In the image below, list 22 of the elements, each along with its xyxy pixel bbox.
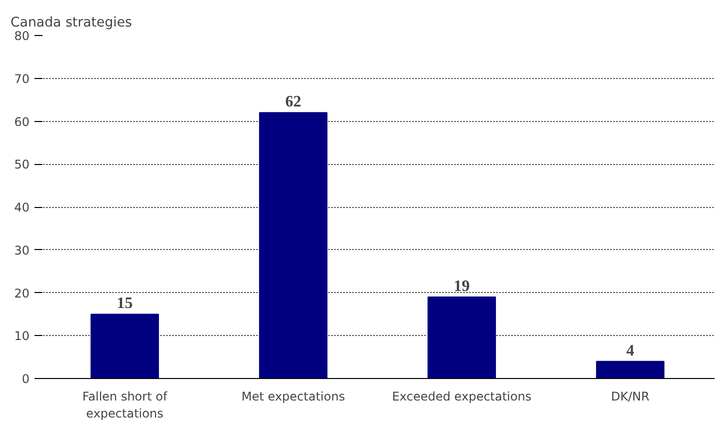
data-label: 4 [626, 342, 634, 360]
bar [596, 360, 664, 378]
chart-title: Canada strategies [10, 16, 132, 30]
data-label: 62 [285, 94, 302, 111]
y-tick-label: 10 [14, 329, 30, 344]
data-label: 15 [116, 295, 133, 312]
y-tick-label: 20 [14, 286, 30, 300]
bar [259, 112, 328, 378]
x-tick-label: DK/NR [611, 390, 650, 404]
y-tick-label: 50 [14, 158, 30, 172]
y-tick-label: 80 [14, 29, 30, 43]
y-tick-label: 40 [14, 200, 30, 214]
bar [90, 314, 159, 378]
y-tick-label: 30 [14, 243, 30, 258]
y-tick-label: 0 [22, 372, 30, 386]
y-tick-label: 60 [14, 114, 30, 129]
data-label: 19 [454, 278, 470, 296]
x-tick-label: Fallen short of expectations [82, 390, 168, 420]
x-tick-label: Met expectations [242, 390, 345, 404]
bar [428, 296, 496, 378]
y-tick-label: 70 [14, 72, 30, 86]
x-tick-label: Exceeded expectations [392, 390, 532, 404]
